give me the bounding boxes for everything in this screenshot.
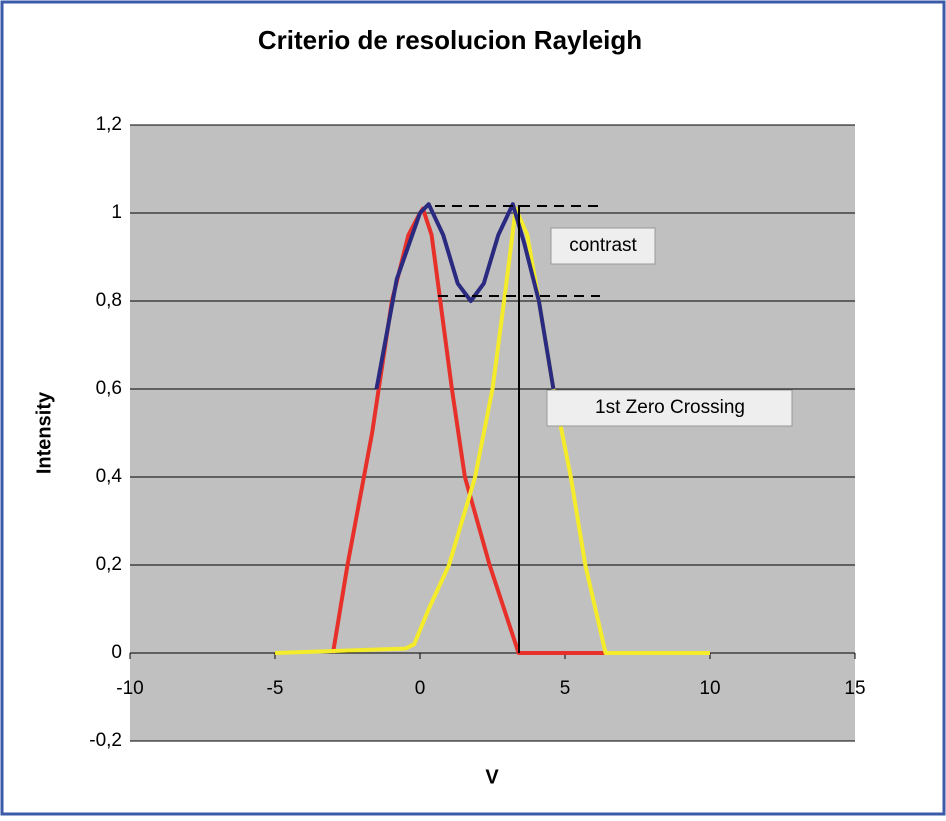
- series-line: [374, 202, 556, 390]
- x-tick-label: 15: [844, 678, 865, 699]
- y-tick-label: 0,2: [96, 554, 122, 575]
- x-tick-label: 0: [415, 678, 426, 699]
- y-tick-label: -0,2: [89, 730, 122, 751]
- chart-title: Criterio de resolucion Rayleigh: [258, 25, 642, 55]
- x-axis-label: V: [485, 766, 499, 788]
- annotation-box: [546, 389, 793, 427]
- x-tick-label: 10: [699, 678, 720, 699]
- x-tick-label: 5: [560, 678, 571, 699]
- y-tick-label: 0,6: [96, 378, 122, 399]
- y-axis-label: Intensity: [33, 391, 55, 474]
- y-tick-label: 0: [111, 642, 122, 663]
- plot-area: [130, 125, 855, 741]
- series-line: [331, 206, 652, 655]
- annotation: 1st Zero Crossing: [595, 397, 745, 418]
- y-tick-label: 0,8: [96, 290, 122, 311]
- y-tick-label: 1,2: [96, 114, 122, 135]
- y-tick-label: 1: [111, 202, 122, 223]
- y-tick-label: 0,4: [96, 466, 123, 487]
- x-tick-label: -10: [116, 678, 143, 699]
- x-tick-label: -5: [267, 678, 284, 699]
- annotation: contrast: [569, 235, 637, 256]
- annotation-box: [550, 227, 656, 265]
